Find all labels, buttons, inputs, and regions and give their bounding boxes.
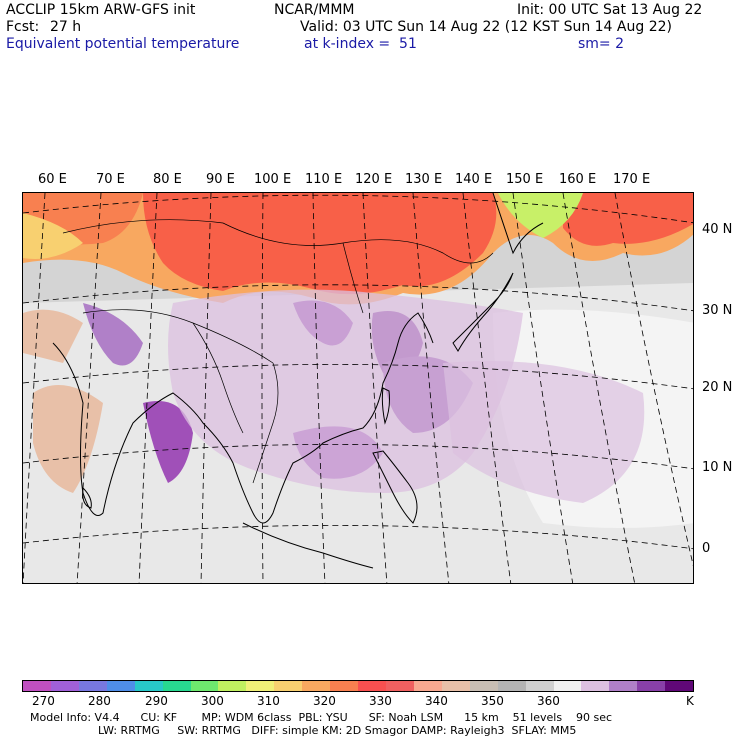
colorbar-swatch bbox=[385, 681, 414, 691]
northwest-yellow bbox=[23, 213, 83, 259]
init-time: Init: 00 UTC Sat 13 Aug 22 bbox=[517, 2, 703, 18]
colorbar-tick: 350 bbox=[481, 694, 504, 708]
lat-label: 20 N bbox=[702, 380, 733, 395]
lon-label: 70 E bbox=[96, 172, 125, 187]
colorbar-swatch bbox=[162, 681, 191, 691]
organization-label: NCAR/MMM bbox=[274, 2, 355, 18]
map-canvas bbox=[23, 193, 693, 583]
colorbar-swatch bbox=[637, 681, 666, 691]
mainland-coast bbox=[52, 312, 434, 524]
lat-label: 10 N bbox=[702, 460, 733, 475]
colorbar bbox=[22, 680, 694, 692]
colorbar-tick: 320 bbox=[313, 694, 336, 708]
colorbar-swatch bbox=[50, 681, 79, 691]
indonesia-coast bbox=[242, 522, 374, 569]
pacific-red-band bbox=[563, 193, 693, 246]
forecast-label: Fcst: bbox=[6, 19, 40, 35]
colorbar-swatch bbox=[78, 681, 107, 691]
convection-region bbox=[143, 401, 193, 483]
colorbar-tick: 290 bbox=[145, 694, 168, 708]
colorbar-tick: 360 bbox=[537, 694, 560, 708]
philippines-coast bbox=[372, 450, 418, 524]
pacific-lilac-region bbox=[443, 361, 645, 503]
colorbar-swatch bbox=[246, 681, 275, 691]
colorbar-swatch bbox=[358, 681, 386, 691]
colorbar-swatch bbox=[23, 681, 51, 691]
colorbar-swatch bbox=[218, 681, 247, 691]
colorbar-swatch bbox=[190, 681, 219, 691]
colorbar-swatch bbox=[330, 681, 359, 691]
colorbar-swatch bbox=[302, 681, 331, 691]
smoothing-label: sm= 2 bbox=[578, 36, 625, 52]
sri-lanka-coast bbox=[82, 486, 92, 509]
colorbar-swatch bbox=[274, 681, 303, 691]
lat-label: 30 N bbox=[702, 303, 733, 318]
lon-label: 110 E bbox=[305, 172, 343, 187]
west-warm-region bbox=[23, 309, 83, 363]
colorbar-swatch bbox=[609, 681, 638, 691]
forecast-hours: 27 h bbox=[50, 19, 82, 35]
colorbar-tick: 310 bbox=[257, 694, 280, 708]
colorbar-swatch bbox=[665, 681, 694, 691]
india-warm-region bbox=[33, 385, 103, 493]
colorbar-swatch bbox=[581, 681, 610, 691]
colorbar-swatch bbox=[106, 681, 135, 691]
colorbar-tick: 340 bbox=[425, 694, 448, 708]
model-info-line: Model Info: V4.4 CU: KF MP: WDM 6class P… bbox=[30, 711, 613, 724]
valid-time: Valid: 03 UTC Sun 14 Aug 22 (12 KST Sun … bbox=[300, 19, 672, 35]
colorbar-swatch bbox=[497, 681, 526, 691]
japan-coast bbox=[452, 272, 514, 352]
colorbar-swatch bbox=[469, 681, 498, 691]
lon-label: 130 E bbox=[405, 172, 443, 187]
colorbar-swatch bbox=[134, 681, 163, 691]
coastlines bbox=[52, 193, 544, 569]
parallels bbox=[23, 194, 693, 550]
physics-info-line: LW: RRTMG SW: RRTMG DIFF: simple KM: 2D … bbox=[98, 724, 577, 737]
colorbar-swatch bbox=[525, 681, 554, 691]
colorbar-swatch bbox=[553, 681, 582, 691]
sakhalin-coast bbox=[492, 193, 544, 255]
equivalent-potential-temperature-map bbox=[22, 192, 694, 584]
colorbar-tick: 270 bbox=[32, 694, 55, 708]
lon-label: 60 E bbox=[38, 172, 67, 187]
model-title: ACCLIP 15km ARW-GFS init bbox=[6, 2, 196, 18]
convection-region bbox=[83, 303, 143, 366]
lon-label: 100 E bbox=[254, 172, 292, 187]
okhotsk-green bbox=[498, 193, 583, 238]
lon-label: 120 E bbox=[355, 172, 393, 187]
colorbar-swatch bbox=[441, 681, 470, 691]
lon-label: 160 E bbox=[559, 172, 597, 187]
field-name: Equivalent potential temperature bbox=[6, 36, 240, 52]
lon-label: 170 E bbox=[613, 172, 651, 187]
colorbar-unit: K bbox=[686, 694, 694, 708]
lon-label: 150 E bbox=[506, 172, 544, 187]
lilac-region bbox=[168, 289, 523, 493]
colorbar-tick: 280 bbox=[88, 694, 111, 708]
colorbar-tick: 330 bbox=[369, 694, 392, 708]
colorbar-swatch bbox=[413, 681, 442, 691]
taiwan-coast bbox=[381, 387, 390, 425]
siberia-red-band bbox=[143, 193, 497, 295]
lon-label: 80 E bbox=[153, 172, 182, 187]
lon-label: 140 E bbox=[455, 172, 493, 187]
lon-label: 90 E bbox=[206, 172, 235, 187]
lat-label: 0 bbox=[702, 541, 711, 556]
meridians bbox=[23, 193, 693, 583]
country-borders bbox=[62, 219, 494, 484]
lat-label: 40 N bbox=[702, 222, 733, 237]
colorbar-tick: 300 bbox=[201, 694, 224, 708]
level-index: at k-index = 51 bbox=[304, 36, 417, 52]
